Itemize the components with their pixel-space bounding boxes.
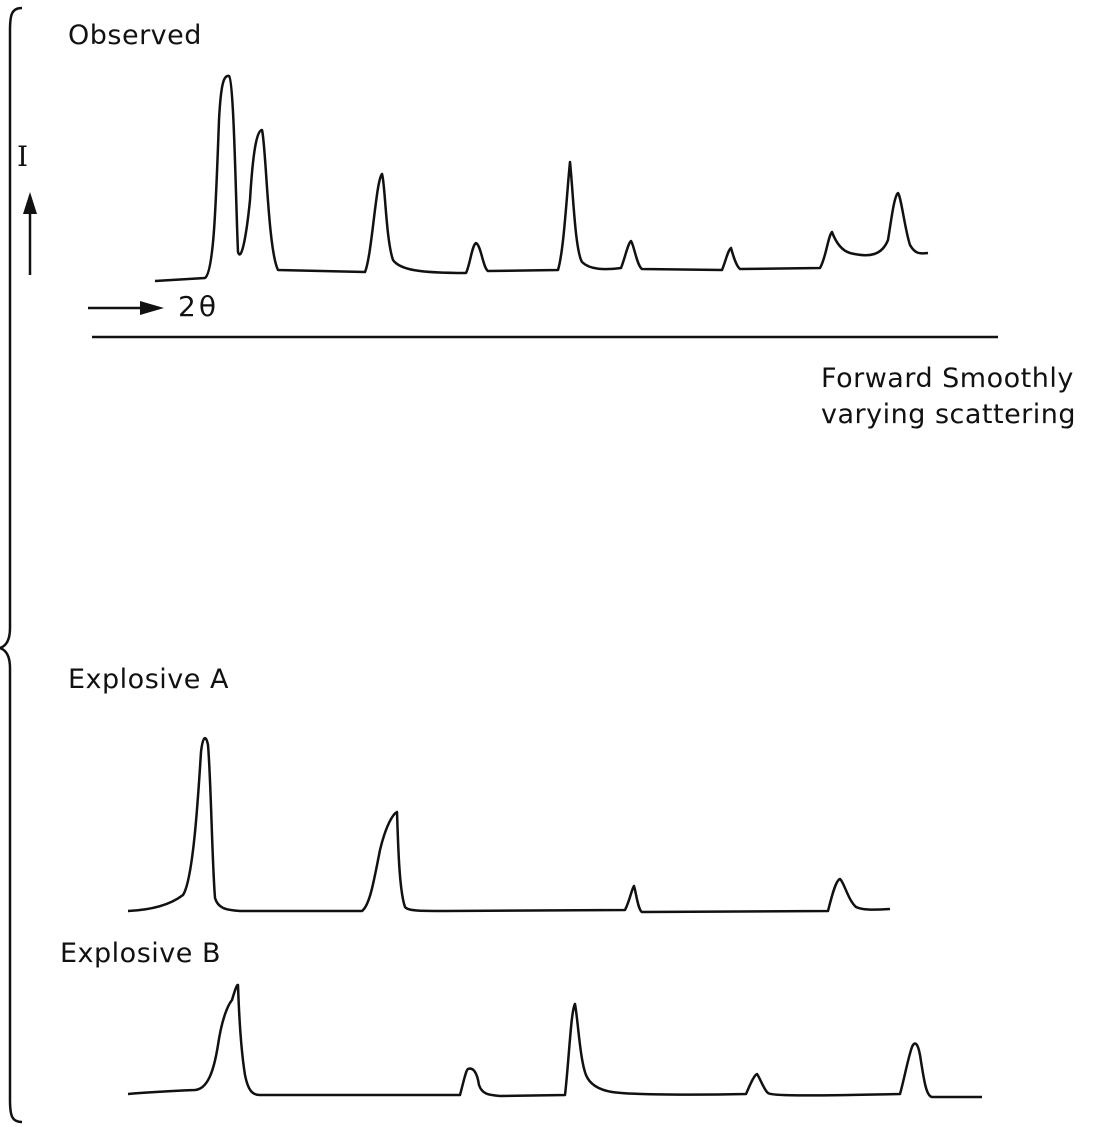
explosive-b-label: Explosive B — [60, 938, 221, 969]
explosive-a-trace — [127, 737, 891, 914]
observed-pattern-trace — [154, 74, 929, 283]
forward-scattering-label-line2: varying scattering — [821, 399, 1077, 430]
angle-axis-label: 2θ — [178, 290, 219, 323]
intensity-axis-arrowhead — [23, 192, 37, 214]
angle-axis-arrowhead — [140, 301, 164, 315]
explosive-b-trace — [127, 983, 982, 1099]
explosive-a-label: Explosive A — [68, 664, 229, 695]
observed-label: Observed — [68, 20, 202, 51]
grouping-brace — [0, 6, 23, 1124]
intensity-axis-label: I — [17, 140, 29, 173]
forward-scattering-label-line1: Forward Smoothly — [821, 363, 1074, 394]
